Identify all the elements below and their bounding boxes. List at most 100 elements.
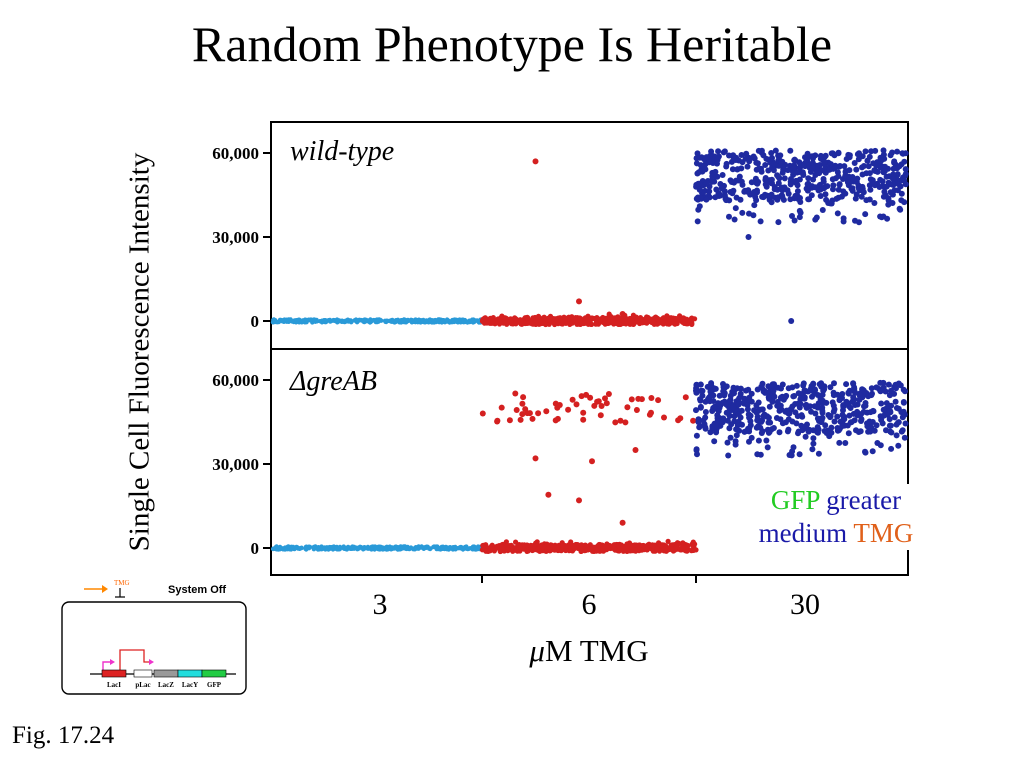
data-point (775, 180, 782, 187)
data-point (876, 184, 883, 190)
data-point (804, 421, 810, 428)
data-point (390, 319, 395, 324)
data-point (578, 393, 585, 400)
data-point (696, 203, 703, 210)
data-point (812, 152, 819, 159)
data-point (887, 152, 894, 159)
data-point (603, 400, 610, 407)
data-point (739, 209, 746, 216)
data-point (753, 197, 760, 204)
data-point (506, 417, 513, 424)
data-point (597, 412, 604, 419)
data-point (535, 410, 542, 417)
data-point (894, 171, 901, 178)
data-point (411, 547, 416, 552)
data-point (857, 428, 864, 435)
data-point (821, 159, 828, 166)
data-point (537, 548, 543, 554)
data-point (593, 321, 599, 327)
panel-bottom-label: ΔgreAB (289, 366, 377, 397)
data-point (877, 442, 884, 449)
data-point (800, 380, 807, 387)
data-point (291, 544, 296, 550)
data-point (616, 542, 622, 549)
data-point (690, 543, 696, 549)
data-point (753, 424, 760, 431)
data-point (655, 397, 662, 404)
data-point (624, 541, 630, 547)
data-point (711, 438, 718, 445)
data-point (522, 320, 528, 327)
data-point (316, 545, 321, 550)
data-point (435, 544, 440, 549)
data-point (800, 390, 806, 397)
data-point (797, 195, 803, 201)
gene-plac (133, 669, 153, 678)
data-point (815, 450, 822, 457)
y-tick-label: 60,000 (212, 371, 259, 390)
data-point (821, 185, 827, 192)
outlier-point (576, 497, 582, 504)
data-point (896, 163, 903, 170)
data-point (623, 321, 629, 327)
data-point (817, 193, 824, 199)
data-point (684, 548, 690, 554)
data-point (722, 401, 729, 408)
data-point (543, 321, 549, 328)
data-point (551, 543, 557, 550)
data-point (730, 404, 737, 411)
data-point (754, 160, 761, 167)
outlier-point (545, 491, 552, 498)
data-point (887, 422, 894, 429)
y-axis: 60,000 30,000 0 60,000 30,000 0 (212, 144, 271, 558)
data-point (881, 188, 888, 195)
data-point (860, 163, 867, 169)
data-point (422, 545, 428, 550)
data-point (850, 394, 857, 401)
data-point (839, 423, 846, 430)
data-point (835, 173, 842, 180)
data-point (629, 319, 636, 325)
data-point (795, 390, 802, 397)
data-point (872, 147, 879, 154)
data-point (521, 542, 527, 548)
data-point (731, 216, 738, 223)
panel-top-label-bg (281, 128, 433, 172)
data-point (540, 544, 546, 550)
data-point (519, 400, 526, 407)
y-tick-label: 60,000 (212, 144, 259, 163)
data-point (701, 163, 708, 170)
gene-laci (101, 669, 127, 678)
data-point (768, 176, 775, 183)
data-point (790, 444, 797, 451)
data-point (810, 381, 817, 388)
data-point (483, 548, 489, 554)
data-point (825, 200, 832, 206)
data-point (836, 397, 843, 404)
data-point (725, 452, 732, 459)
data-point (568, 539, 574, 545)
data-point (889, 191, 896, 198)
data-point (862, 449, 869, 456)
data-point (853, 166, 860, 173)
data-point (563, 547, 569, 554)
data-point (886, 416, 893, 423)
data-point (900, 399, 907, 405)
data-point (710, 398, 717, 404)
data-point (654, 546, 660, 552)
data-point (830, 408, 837, 415)
data-point (565, 406, 572, 413)
data-point (802, 433, 809, 440)
data-point (712, 422, 719, 429)
data-point (851, 160, 858, 166)
data-point (528, 542, 534, 548)
data-point (831, 380, 837, 387)
data-point (877, 176, 884, 183)
data-point (557, 315, 563, 321)
data-point (788, 176, 794, 182)
data-point (895, 419, 901, 426)
scatter-chart: wild-type ΔgreAB 60,000 30,000 0 60,000 30,0… (212, 121, 909, 668)
data-point (693, 407, 699, 414)
data-point (885, 381, 892, 388)
data-point (702, 425, 709, 432)
